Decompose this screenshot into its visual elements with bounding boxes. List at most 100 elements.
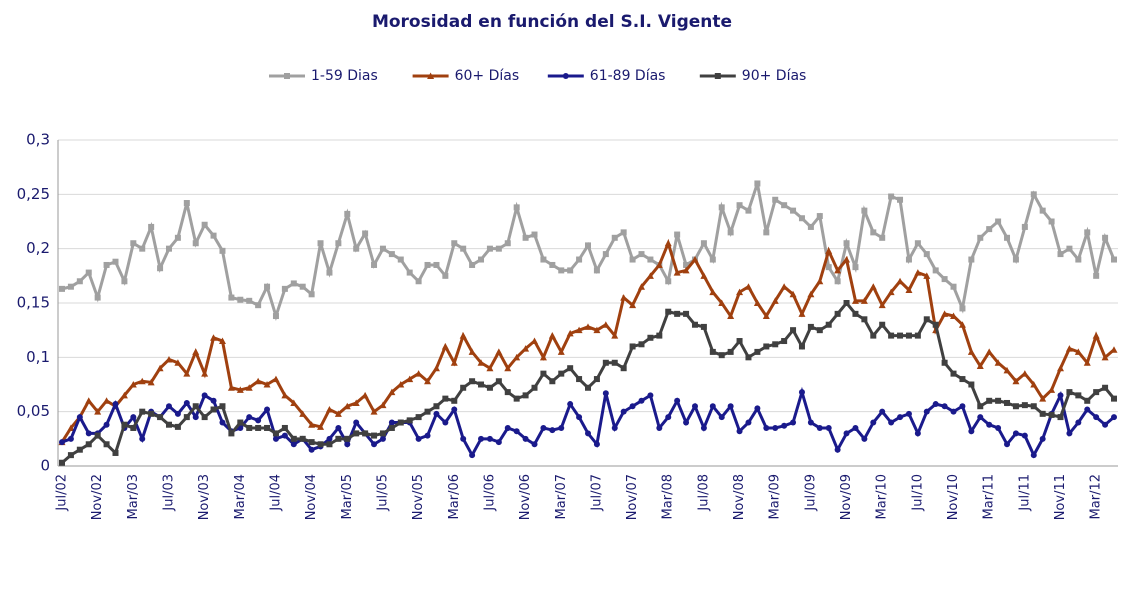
marker bbox=[246, 424, 253, 431]
marker bbox=[950, 312, 958, 320]
marker bbox=[112, 258, 119, 265]
marker bbox=[317, 423, 325, 430]
marker bbox=[647, 256, 654, 263]
marker bbox=[562, 73, 569, 79]
marker bbox=[638, 251, 645, 258]
marker bbox=[1021, 223, 1028, 230]
x-tick-label: Jul/11 bbox=[1017, 474, 1032, 512]
marker bbox=[709, 288, 717, 296]
marker bbox=[790, 207, 797, 214]
marker bbox=[1004, 441, 1011, 448]
marker bbox=[879, 234, 886, 241]
marker bbox=[843, 300, 850, 306]
marker bbox=[424, 432, 431, 439]
marker bbox=[611, 332, 619, 339]
marker bbox=[567, 365, 574, 372]
marker bbox=[1075, 392, 1082, 399]
marker bbox=[272, 313, 279, 320]
marker bbox=[460, 245, 467, 252]
marker bbox=[736, 338, 743, 345]
chart-title: Morosidad en función del S.I. Vigente bbox=[372, 12, 732, 32]
marker bbox=[593, 326, 601, 334]
x-tick-label: Nov/06 bbox=[518, 474, 533, 520]
marker bbox=[272, 430, 279, 437]
marker bbox=[201, 370, 209, 377]
marker bbox=[210, 232, 217, 239]
marker bbox=[246, 297, 253, 304]
marker bbox=[995, 397, 1002, 404]
marker bbox=[299, 435, 306, 442]
y-tick-label: 0 bbox=[40, 457, 50, 475]
marker bbox=[130, 414, 137, 421]
marker bbox=[896, 277, 904, 285]
marker bbox=[76, 414, 83, 421]
marker bbox=[450, 359, 458, 366]
marker bbox=[362, 230, 369, 237]
marker bbox=[129, 381, 137, 388]
marker bbox=[870, 332, 877, 339]
marker bbox=[585, 430, 591, 437]
marker bbox=[897, 196, 904, 203]
marker bbox=[683, 310, 690, 317]
marker bbox=[183, 399, 190, 406]
x-tick-label: Jul/09 bbox=[803, 474, 818, 512]
marker bbox=[1074, 348, 1082, 355]
marker bbox=[567, 267, 574, 274]
marker bbox=[192, 240, 199, 247]
marker bbox=[165, 421, 172, 428]
marker bbox=[976, 362, 984, 370]
x-tick-label: Jul/04 bbox=[268, 474, 283, 512]
marker bbox=[807, 419, 814, 426]
marker bbox=[674, 231, 681, 238]
marker bbox=[1030, 191, 1037, 198]
marker bbox=[977, 403, 984, 410]
marker bbox=[139, 245, 146, 252]
marker bbox=[736, 202, 743, 209]
marker bbox=[138, 377, 146, 385]
marker bbox=[1084, 397, 1091, 404]
marker bbox=[352, 399, 360, 406]
marker bbox=[878, 301, 886, 309]
marker bbox=[424, 408, 431, 415]
marker bbox=[522, 435, 529, 442]
marker bbox=[522, 345, 530, 352]
y-tick-label: 0,05 bbox=[17, 402, 50, 420]
marker bbox=[1012, 430, 1019, 437]
marker bbox=[1102, 384, 1109, 391]
marker bbox=[451, 240, 458, 247]
marker bbox=[486, 364, 494, 372]
x-tick-label: Mar/04 bbox=[233, 474, 248, 519]
marker bbox=[76, 446, 83, 453]
marker bbox=[406, 375, 414, 383]
x-tick-label: Mar/07 bbox=[554, 474, 569, 519]
marker bbox=[576, 414, 583, 421]
x-tick-label: Nov/09 bbox=[839, 474, 854, 520]
marker bbox=[852, 310, 859, 317]
marker bbox=[1093, 272, 1100, 279]
marker bbox=[798, 343, 805, 350]
x-tick-label: Mar/10 bbox=[875, 474, 890, 519]
marker bbox=[237, 419, 244, 426]
marker bbox=[174, 359, 182, 366]
marker bbox=[1039, 410, 1046, 417]
marker bbox=[754, 405, 761, 412]
marker bbox=[495, 348, 503, 355]
marker bbox=[950, 408, 957, 415]
marker bbox=[691, 256, 699, 263]
marker bbox=[549, 261, 556, 268]
x-tick-label: Nov/04 bbox=[304, 474, 319, 520]
marker bbox=[585, 242, 591, 249]
marker bbox=[540, 424, 547, 431]
marker bbox=[1093, 389, 1100, 396]
marker bbox=[566, 329, 574, 337]
marker bbox=[1084, 229, 1091, 236]
marker bbox=[183, 414, 190, 421]
marker bbox=[1110, 346, 1118, 353]
marker bbox=[709, 348, 716, 355]
marker bbox=[1021, 432, 1028, 439]
marker bbox=[825, 247, 833, 254]
marker bbox=[718, 299, 726, 306]
marker bbox=[486, 384, 493, 391]
marker bbox=[308, 421, 316, 428]
marker bbox=[192, 348, 200, 355]
